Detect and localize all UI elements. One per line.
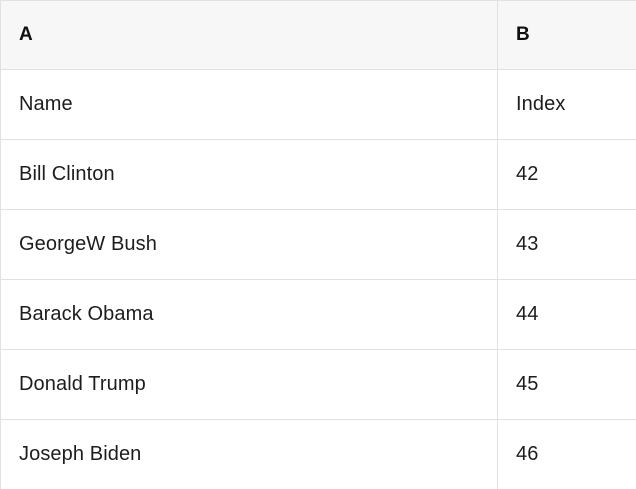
table-row: Bill Clinton 42 [1, 140, 636, 210]
cell-name[interactable]: Joseph Biden [1, 419, 498, 489]
column-header-row: A B [1, 1, 636, 71]
column-header-b[interactable]: B [516, 24, 530, 46]
cell-index-header[interactable]: Index [516, 93, 566, 116]
cell-name[interactable]: Bill Clinton [1, 140, 498, 209]
table-row: GeorgeW Bush 43 [1, 209, 636, 280]
table-row: Donald Trump 45 [1, 349, 636, 420]
table-row: Name Index [1, 70, 636, 141]
cell-index[interactable]: 44 [516, 302, 539, 325]
cell-name-header[interactable]: Name [1, 70, 498, 140]
column-header-a[interactable]: A [1, 1, 498, 70]
table-row: Joseph Biden 46 [1, 419, 636, 489]
cell-name[interactable]: Donald Trump [1, 349, 498, 419]
cell-name[interactable]: Barack Obama [1, 279, 498, 349]
cell-index[interactable]: 43 [516, 232, 539, 255]
cell-index[interactable]: 46 [516, 442, 539, 465]
cell-index[interactable]: 42 [516, 163, 539, 186]
cell-name[interactable]: GeorgeW Bush [1, 209, 498, 279]
table-row: Barack Obama 44 [1, 279, 636, 350]
cell-index[interactable]: 45 [516, 372, 539, 395]
